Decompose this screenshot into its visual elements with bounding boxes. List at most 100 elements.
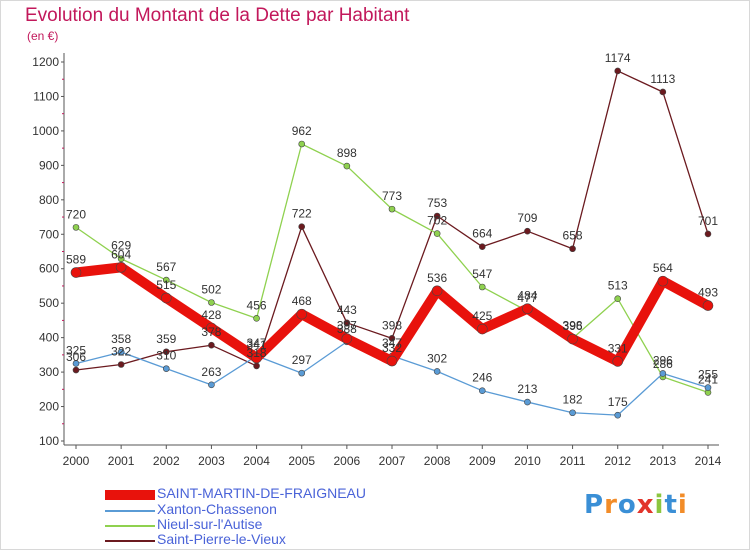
data-point-saint-pierre-le-vieux xyxy=(162,348,170,356)
data-point-saint-pierre-le-vieux xyxy=(614,67,622,75)
data-point-xanton-chassenon xyxy=(72,360,80,367)
data-label-saint-pierre-le-vieux: 709 xyxy=(517,211,537,225)
data-label-nieul-sur-l-autise: 241 xyxy=(698,372,718,386)
data-point-saint-martin-de-fraigneau xyxy=(206,322,217,334)
data-label-saint-martin-de-fraigneau: 484 xyxy=(517,289,537,303)
data-label-saint-martin-de-fraigneau: 515 xyxy=(156,278,176,292)
x-tick-label: 2008 xyxy=(424,454,451,468)
data-point-xanton-chassenon xyxy=(208,381,215,389)
data-point-saint-martin-de-fraigneau xyxy=(567,333,578,345)
data-point-saint-pierre-le-vieux xyxy=(478,243,486,250)
x-tick-label: 2004 xyxy=(243,454,270,468)
y-tick-label: 700 xyxy=(39,227,59,241)
x-tick-label: 2010 xyxy=(514,454,541,468)
data-point-nieul-sur-l-autise xyxy=(208,299,215,306)
data-point-saint-pierre-le-vieux xyxy=(569,245,576,253)
data-point-saint-martin-de-fraigneau xyxy=(251,352,262,364)
data-point-saint-pierre-le-vieux xyxy=(524,227,531,235)
y-tick-label: 1000 xyxy=(32,124,59,138)
legend-label-nieul: Nieul-sur-l'Autise xyxy=(157,516,263,532)
data-label-saint-pierre-le-vieux: 398 xyxy=(382,318,402,332)
data-point-nieul-sur-l-autise xyxy=(478,283,486,291)
legend-swatch-saint-martin xyxy=(105,490,155,500)
legend-label-saint-pierre: Saint-Pierre-le-Vieux xyxy=(157,531,286,547)
y-tick-label: 600 xyxy=(39,262,59,276)
y-tick-label: 1100 xyxy=(33,89,59,103)
data-label-nieul-sur-l-autise: 513 xyxy=(608,279,628,293)
data-point-saint-pierre-le-vieux xyxy=(298,223,306,230)
data-label-saint-pierre-le-vieux: 722 xyxy=(292,207,312,221)
data-point-nieul-sur-l-autise xyxy=(117,255,125,263)
data-label-xanton-chassenon: 255 xyxy=(698,368,718,382)
x-tick-label: 2007 xyxy=(379,454,406,468)
x-tick-label: 2013 xyxy=(650,454,677,468)
data-point-saint-pierre-le-vieux xyxy=(117,361,125,368)
data-point-xanton-chassenon xyxy=(433,368,441,375)
chart-subtitle: (en €) xyxy=(27,29,59,43)
logo-letter: i xyxy=(677,490,688,520)
y-tick-label: 900 xyxy=(39,158,59,172)
data-label-xanton-chassenon: 263 xyxy=(201,365,221,379)
chart-title: Evolution du Montant de la Dette par Hab… xyxy=(25,5,410,26)
data-point-saint-martin-de-fraigneau xyxy=(115,262,127,273)
x-tick-label: 2003 xyxy=(198,454,225,468)
data-label-nieul-sur-l-autise: 773 xyxy=(382,189,402,203)
data-point-xanton-chassenon xyxy=(704,384,712,391)
data-label-xanton-chassenon: 213 xyxy=(517,382,537,396)
data-label-saint-pierre-le-vieux: 306 xyxy=(66,350,86,364)
logo-letter: t xyxy=(664,490,678,520)
data-point-saint-martin-de-fraigneau xyxy=(70,267,82,278)
data-point-nieul-sur-l-autise xyxy=(162,276,170,284)
x-tick-label: 2011 xyxy=(560,454,586,468)
data-label-xanton-chassenon: 388 xyxy=(337,322,357,336)
data-label-nieul-sur-l-autise: 456 xyxy=(247,298,267,312)
data-label-xanton-chassenon: 302 xyxy=(427,351,447,365)
data-point-saint-martin-de-fraigneau xyxy=(612,356,624,367)
data-point-xanton-chassenon xyxy=(614,411,622,419)
data-label-saint-pierre-le-vieux: 322 xyxy=(111,345,131,359)
data-label-saint-martin-de-fraigneau: 493 xyxy=(698,286,718,300)
data-label-xanton-chassenon: 325 xyxy=(66,343,86,357)
logo-letter: x xyxy=(636,490,655,520)
data-labels-layer: 306 322 359 378 318 722 443 398 753 664 709 658 1174… xyxy=(66,51,718,409)
data-point-saint-pierre-le-vieux xyxy=(72,366,80,374)
data-label-nieul-sur-l-autise: 898 xyxy=(337,146,357,160)
data-point-saint-pierre-le-vieux xyxy=(659,88,667,96)
data-label-nieul-sur-l-autise: 629 xyxy=(111,239,131,253)
data-label-xanton-chassenon: 347 xyxy=(247,336,267,350)
data-label-saint-pierre-le-vieux: 318 xyxy=(247,346,267,360)
data-label-nieul-sur-l-autise: 567 xyxy=(156,260,176,274)
data-label-xanton-chassenon: 297 xyxy=(292,353,312,367)
y-tick-label: 500 xyxy=(39,296,59,310)
data-point-xanton-chassenon xyxy=(117,348,125,356)
data-point-xanton-chassenon xyxy=(569,409,576,417)
data-label-nieul-sur-l-autise: 286 xyxy=(653,357,673,371)
y-tick-label: 400 xyxy=(39,331,59,345)
y-tick-label: 100 xyxy=(39,434,59,448)
data-label-saint-martin-de-fraigneau: 536 xyxy=(427,271,447,285)
data-point-saint-pierre-le-vieux xyxy=(704,230,712,238)
x-tick-label: 2009 xyxy=(469,454,496,468)
data-point-saint-pierre-le-vieux xyxy=(433,212,441,220)
data-point-xanton-chassenon xyxy=(298,369,306,377)
data-point-nieul-sur-l-autise xyxy=(253,315,260,322)
legend-label-saint-martin: SAINT-MARTIN-DE-FRAIGNEAU xyxy=(157,485,366,501)
data-point-saint-martin-de-fraigneau xyxy=(296,308,308,320)
chart-axes: 100 200 300 400 500 600 700 800 900 1000 1100 1200 2… xyxy=(32,53,722,468)
data-point-nieul-sur-l-autise xyxy=(343,162,351,170)
data-label-saint-martin-de-fraigneau: 468 xyxy=(292,294,312,308)
data-point-xanton-chassenon xyxy=(524,398,531,406)
data-label-xanton-chassenon: 296 xyxy=(653,353,673,367)
data-label-saint-pierre-le-vieux: 701 xyxy=(698,214,718,228)
x-tick-label: 2014 xyxy=(695,454,722,468)
x-tick-label: 2012 xyxy=(604,454,631,468)
data-label-saint-martin-de-fraigneau: 331 xyxy=(608,341,628,355)
data-point-nieul-sur-l-autise xyxy=(298,140,306,148)
y-tick-label: 200 xyxy=(39,400,59,414)
data-point-nieul-sur-l-autise xyxy=(388,205,396,213)
data-point-saint-martin-de-fraigneau xyxy=(386,355,398,367)
data-label-nieul-sur-l-autise: 502 xyxy=(201,282,221,296)
proxiti-logo: Proxiti xyxy=(584,490,688,520)
legend-label-xanton: Xanton-Chassenon xyxy=(157,501,277,517)
